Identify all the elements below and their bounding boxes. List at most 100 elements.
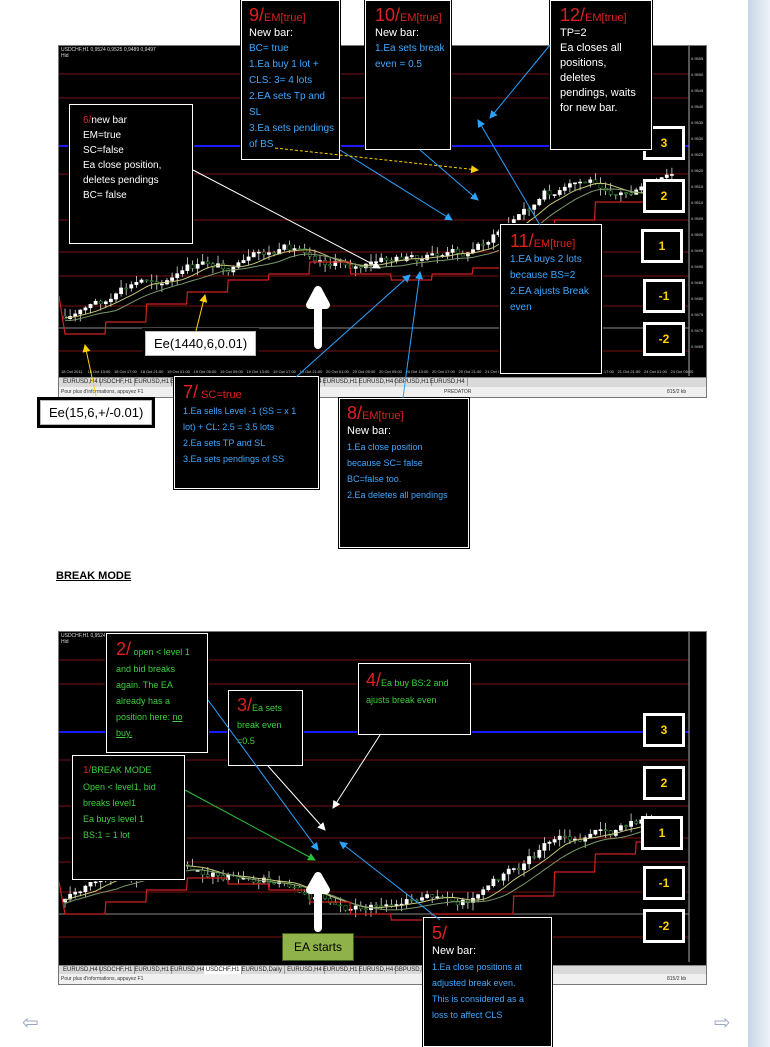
candle-body xyxy=(501,873,506,881)
step-9-line: CLS: 3= 4 lots xyxy=(249,75,313,86)
candle-body xyxy=(511,219,516,224)
chart-tab[interactable]: EURUSD,H4 xyxy=(168,966,208,974)
candle-body xyxy=(420,897,424,901)
candle-body xyxy=(343,905,348,911)
step-9-line: 1.Ea buy 1 lot + xyxy=(249,59,319,70)
time-tick-label: 18 Oct 17:00 xyxy=(114,369,138,374)
candle-body xyxy=(384,904,389,907)
price-tick-label: 0.9555 xyxy=(691,56,704,61)
vertical-scrollbar[interactable] xyxy=(748,0,770,1047)
step-7-box: 7/ SC=true 1.Ea sells Level -1 (SS = x 1… xyxy=(174,376,319,489)
price-tick-label: 0.9500 xyxy=(691,232,704,237)
candle-body xyxy=(516,868,521,871)
ea-starts-label: EA starts xyxy=(282,933,354,961)
candle-body xyxy=(455,249,460,254)
chart-tab[interactable]: EURUSD,H4 xyxy=(357,966,397,974)
candle-body xyxy=(211,872,215,877)
candle-body xyxy=(496,878,501,881)
chart-tab[interactable]: EURUSD,H1 xyxy=(132,966,173,974)
price-tick-label: 0.9550 xyxy=(691,72,704,77)
status-profile: PREDATOR xyxy=(444,389,472,395)
price-tick-label: 0.9485 xyxy=(691,280,704,285)
time-tick-label: 21 Oct 17:00 xyxy=(591,369,615,374)
candle-body xyxy=(313,897,317,900)
candle-body xyxy=(629,821,634,827)
chart-tab[interactable]: EURUSD,H4 xyxy=(357,378,397,386)
candle-body xyxy=(98,879,103,883)
candle-body xyxy=(292,248,297,251)
candle-body xyxy=(481,243,486,246)
price-tick-label: 0.9475 xyxy=(691,312,704,317)
candle-body xyxy=(476,243,481,250)
candle-body xyxy=(542,843,547,851)
candle-body xyxy=(394,256,399,261)
candle-body xyxy=(460,899,465,906)
candle-body xyxy=(624,192,628,195)
candle-body xyxy=(267,252,271,255)
chart-tabs: EURUSD,H4USDCHF,H1EURUSD,H1EURUSD,H4USDC… xyxy=(59,377,706,387)
document-page: USDCHF,H1 0,9524 0,9525 0,9489 0,9497 Hid… xyxy=(0,0,748,1047)
candle-body xyxy=(287,244,292,251)
candle-body xyxy=(583,181,588,184)
candle-body xyxy=(573,182,577,185)
candle-body xyxy=(313,256,317,262)
level-1-box: 1 xyxy=(641,229,683,263)
step-9-line: 3.Ea sets pendings xyxy=(249,123,335,134)
candle-body xyxy=(256,251,261,254)
candle-body xyxy=(114,293,118,300)
price-tick-label: 0.9520 xyxy=(691,168,704,173)
price-tick-label: 0.9525 xyxy=(691,152,704,157)
chart-tab[interactable]: EURUSD,H4 xyxy=(61,966,101,974)
chart-tab[interactable]: EURUSD,H4 xyxy=(61,378,101,386)
candle-body xyxy=(516,214,521,220)
candle-body xyxy=(567,836,572,841)
candle-body xyxy=(430,253,435,256)
price-tick-label: 0.9510 xyxy=(691,200,704,205)
candle-body xyxy=(588,179,593,183)
step-5-box: 5/ New bar: 1.Ea close positions at adju… xyxy=(423,917,552,1047)
step-3-box: 3/Ea sets break even =0.5 xyxy=(228,690,303,766)
chart-tab[interactable]: USDCHF,H1 xyxy=(97,966,136,974)
chart-tab[interactable]: EURUSD,H1 xyxy=(321,378,361,386)
time-tick-label: 19 Oct 17:00 xyxy=(273,369,297,374)
candle-body xyxy=(88,882,93,887)
candle-body xyxy=(180,270,185,275)
candle-body xyxy=(374,261,379,263)
candle-body xyxy=(353,266,358,269)
candle-body xyxy=(624,825,628,827)
candle-body xyxy=(552,839,557,843)
candle-body xyxy=(552,194,557,196)
next-page-arrow-icon[interactable]: ⇨ xyxy=(714,1010,731,1034)
price-tick-label: 0.9540 xyxy=(691,104,704,109)
time-tick-label: 19 Oct 13:00 xyxy=(247,369,271,374)
chart-tab[interactable]: EURUSD,H4 xyxy=(285,966,325,974)
candle-body xyxy=(200,261,205,265)
candle-body xyxy=(83,885,88,893)
chart-tab[interactable]: GBPUSD,H1 xyxy=(392,378,432,386)
candle-body xyxy=(522,863,526,871)
candle-body xyxy=(404,256,409,261)
step-9-line: SL xyxy=(249,107,262,118)
previous-page-arrow-icon[interactable]: ⇦ xyxy=(22,1010,39,1034)
candle-body xyxy=(139,279,144,283)
step-2-box: 2/ open < level 1 and bid breaks again. … xyxy=(106,633,208,753)
candle-body xyxy=(103,301,108,305)
envelope-line xyxy=(59,201,677,335)
time-tick-label: 21 Oct 21:00 xyxy=(618,369,642,374)
step-9-line: of BS xyxy=(249,139,274,150)
chart-tab[interactable]: USDCHF,H1 xyxy=(97,378,136,386)
chart-tab[interactable]: USDCHF,H1 xyxy=(203,966,243,974)
candle-body xyxy=(409,255,414,258)
candle-body xyxy=(562,186,567,191)
candle-body xyxy=(338,904,343,907)
chart-tab[interactable]: EURUSD,H1 xyxy=(321,966,361,974)
time-tick-label: 18 Oct 21:00 xyxy=(141,369,165,374)
chart-tab[interactable]: EURUSD,H4 xyxy=(428,378,468,386)
candle-body xyxy=(435,896,440,899)
candle-body xyxy=(618,192,623,196)
candle-body xyxy=(195,870,200,872)
chart-tab[interactable]: EURUSD,Daily xyxy=(240,966,285,974)
chart-tab[interactable]: EURUSD,H1 xyxy=(132,378,173,386)
candle-body xyxy=(430,894,435,898)
candle-body xyxy=(358,266,363,269)
